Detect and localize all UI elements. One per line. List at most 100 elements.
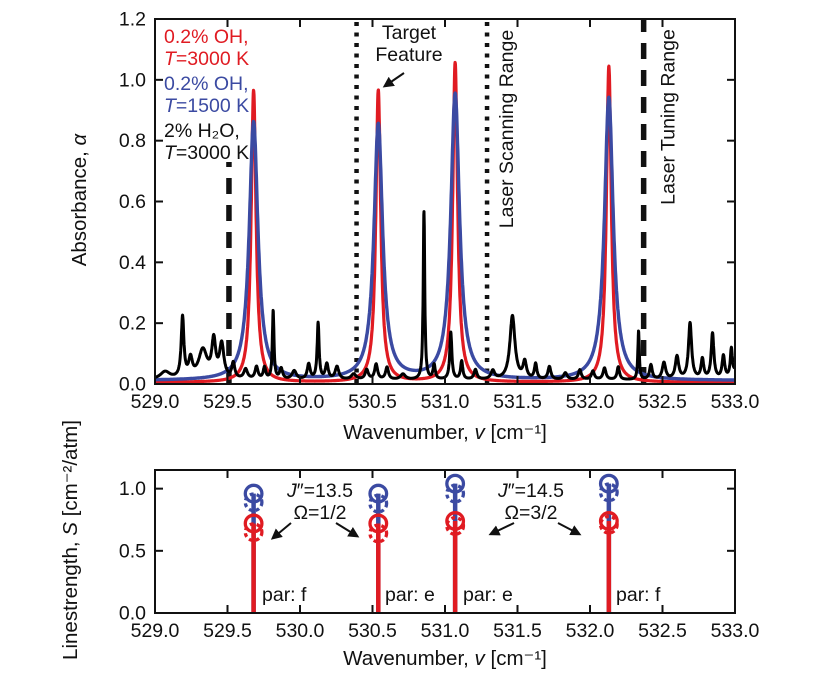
- target-feature-line1: Target: [381, 22, 437, 44]
- bottom-panel-y-tick-label: 0.0: [119, 603, 146, 625]
- legend-black-temp-value: =3000 K: [175, 142, 250, 164]
- marker-blue-solid: [598, 473, 619, 494]
- j14-arrow-left: [488, 522, 515, 536]
- top-ylabel-text: Absorbance,: [68, 145, 91, 267]
- bottom-panel-x-tick-label: 533.0: [711, 620, 760, 642]
- bottom-panel-x-tick-label: 531.5: [493, 620, 542, 642]
- j14-line: J″=14.5: [451, 480, 611, 502]
- laser-tuning-range-label: Laser Tuning Range: [657, 29, 680, 205]
- stem-plot: [243, 473, 619, 612]
- top-panel-y-tick-label: 0.4: [119, 252, 146, 274]
- bottom-panel-x-tick-label: 529.0: [131, 620, 180, 642]
- legend-black-temp: T=3000 K: [164, 142, 249, 164]
- top-x-axis-label: Wavenumber, v [cm⁻¹]: [295, 422, 595, 444]
- legend: 0.2% OH, T=3000 K 0.2% OH, T=1500 K 2% H…: [164, 26, 249, 164]
- top-panel-x-tick-label: 531.0: [421, 391, 470, 413]
- j13-arrow-left: [270, 522, 292, 540]
- parity-label-2: par: e: [385, 584, 435, 606]
- top-panel-x-tick-label: 533.0: [711, 391, 760, 413]
- bottom-panel-y-tick-label: 1.0: [119, 478, 146, 500]
- target-feature-arrow: [382, 72, 405, 88]
- bottom-panel-x-tick-label: 530.5: [348, 620, 397, 642]
- top-panel-y-tick-label: 1.0: [119, 69, 146, 91]
- top-panel-x-tick-label: 532.0: [566, 391, 615, 413]
- parity-label-1: par: f: [262, 584, 307, 606]
- bottom-panel-x-tick-label: 529.5: [203, 620, 252, 642]
- marker-blue-dashed: [368, 493, 389, 514]
- top-panel-axes: 529.0 529.5 530.0 530.5 531.0 531.5 532.0 532.5…: [119, 9, 760, 414]
- legend-blue-temp-value: =1500 K: [175, 95, 250, 117]
- bottom-panel-x-tick-label: 532.5: [638, 620, 687, 642]
- top-xlabel-units: [cm⁻¹]: [484, 421, 547, 444]
- bottom-y-axis-label: Linestrength, S [cm⁻²/atm]: [59, 415, 82, 665]
- s-symbol: S: [59, 522, 82, 536]
- legend-blue-species: 0.2% OH,: [164, 73, 249, 95]
- parity-label-3: par: e: [463, 584, 513, 606]
- bottom-panel-x-tick-label: 532.0: [566, 620, 615, 642]
- j14-annotation: J″=14.5 Ω=3/2: [451, 480, 611, 524]
- top-panel-x-tick-label: 530.0: [276, 391, 325, 413]
- omega32-line: Ω=3/2: [504, 502, 558, 524]
- marker-red-solid: [243, 513, 264, 534]
- target-feature-line2: Feature: [375, 44, 443, 66]
- legend-black-temp-symbol: T: [164, 142, 176, 164]
- bottom-panel-x-tick-label: 531.0: [421, 620, 470, 642]
- parity-label-4: par: f: [616, 584, 661, 606]
- legend-red-temp-symbol: T: [164, 48, 176, 70]
- marker-blue-dashed: [598, 482, 619, 503]
- j13-line: J″=13.5: [240, 480, 400, 502]
- oh-1500k-curve: [153, 91, 737, 382]
- j14-arrow-right: [557, 522, 582, 536]
- marker-red-dashed: [368, 523, 389, 544]
- j13-value: ″=13.5: [296, 480, 353, 502]
- marker-blue-solid: [243, 483, 264, 504]
- nu-symbol-bottom: v: [474, 647, 485, 670]
- j14-symbol: J: [498, 480, 508, 502]
- top-panel-y-tick-label: 0.8: [119, 130, 146, 152]
- marker-blue-dashed: [243, 492, 264, 513]
- j13-arrow-right: [335, 522, 360, 538]
- top-panel-x-tick-label: 530.5: [348, 391, 397, 413]
- top-xlabel-text: Wavenumber,: [343, 421, 475, 444]
- top-panel-x-tick-label: 529.5: [203, 391, 252, 413]
- marker-red-solid: [445, 511, 466, 531]
- top-panel-y-tick-label: 0.0: [119, 374, 146, 396]
- laser-scanning-range-label: Laser Scanning Range: [496, 29, 518, 229]
- j14-value: ″=14.5: [507, 480, 564, 502]
- legend-black-species: 2% H₂O,: [164, 120, 240, 142]
- alpha-symbol: α: [68, 133, 91, 146]
- top-panel-x-tick-label: 532.5: [638, 391, 687, 413]
- bottom-panel-axes: 529.0 529.5 530.0 530.5 531.0 531.5 532.0 532.5…: [119, 469, 760, 642]
- bottom-panel-x-tick-label: 530.0: [276, 620, 325, 642]
- bottom-ylabel-text: Linestrength,: [59, 535, 82, 660]
- top-y-axis-label: Absorbance, α: [68, 110, 91, 290]
- legend-red-species: 0.2% OH,: [164, 26, 249, 48]
- legend-red-temp: T=3000 K: [164, 48, 249, 70]
- top-panel-x-tick-label: 531.5: [493, 391, 542, 413]
- nu-symbol-top: v: [474, 421, 485, 444]
- legend-blue-temp-symbol: T: [164, 95, 176, 117]
- marker-red-dashed: [243, 522, 264, 543]
- legend-red-temp-value: =3000 K: [175, 48, 250, 70]
- top-panel-x-tick-label: 529.0: [131, 391, 180, 413]
- marker-blue-solid: [368, 483, 389, 504]
- bottom-xlabel-text: Wavenumber,: [343, 647, 475, 670]
- marker-red-solid: [598, 511, 619, 531]
- top-panel-y-tick-label: 0.2: [119, 313, 146, 335]
- omega12-line: Ω=1/2: [293, 502, 347, 524]
- marker-red-solid: [368, 513, 389, 534]
- marker-blue-dashed: [445, 483, 466, 504]
- top-panel-y-tick-label: 0.6: [119, 191, 146, 213]
- legend-blue-temp: T=1500 K: [164, 95, 249, 117]
- bottom-x-axis-label: Wavenumber, v [cm⁻¹]: [295, 648, 595, 670]
- j13-symbol: J: [287, 480, 297, 502]
- j13-annotation: J″=13.5 Ω=1/2: [240, 480, 400, 524]
- top-panel-y-tick-label: 1.2: [119, 9, 146, 31]
- target-feature-label: Target Feature: [349, 22, 469, 66]
- bottom-ylabel-units: [cm⁻²/atm]: [59, 420, 82, 523]
- bottom-xlabel-units: [cm⁻¹]: [484, 647, 547, 670]
- marker-blue-solid: [445, 473, 466, 494]
- bottom-panel-y-tick-label: 0.5: [119, 540, 146, 562]
